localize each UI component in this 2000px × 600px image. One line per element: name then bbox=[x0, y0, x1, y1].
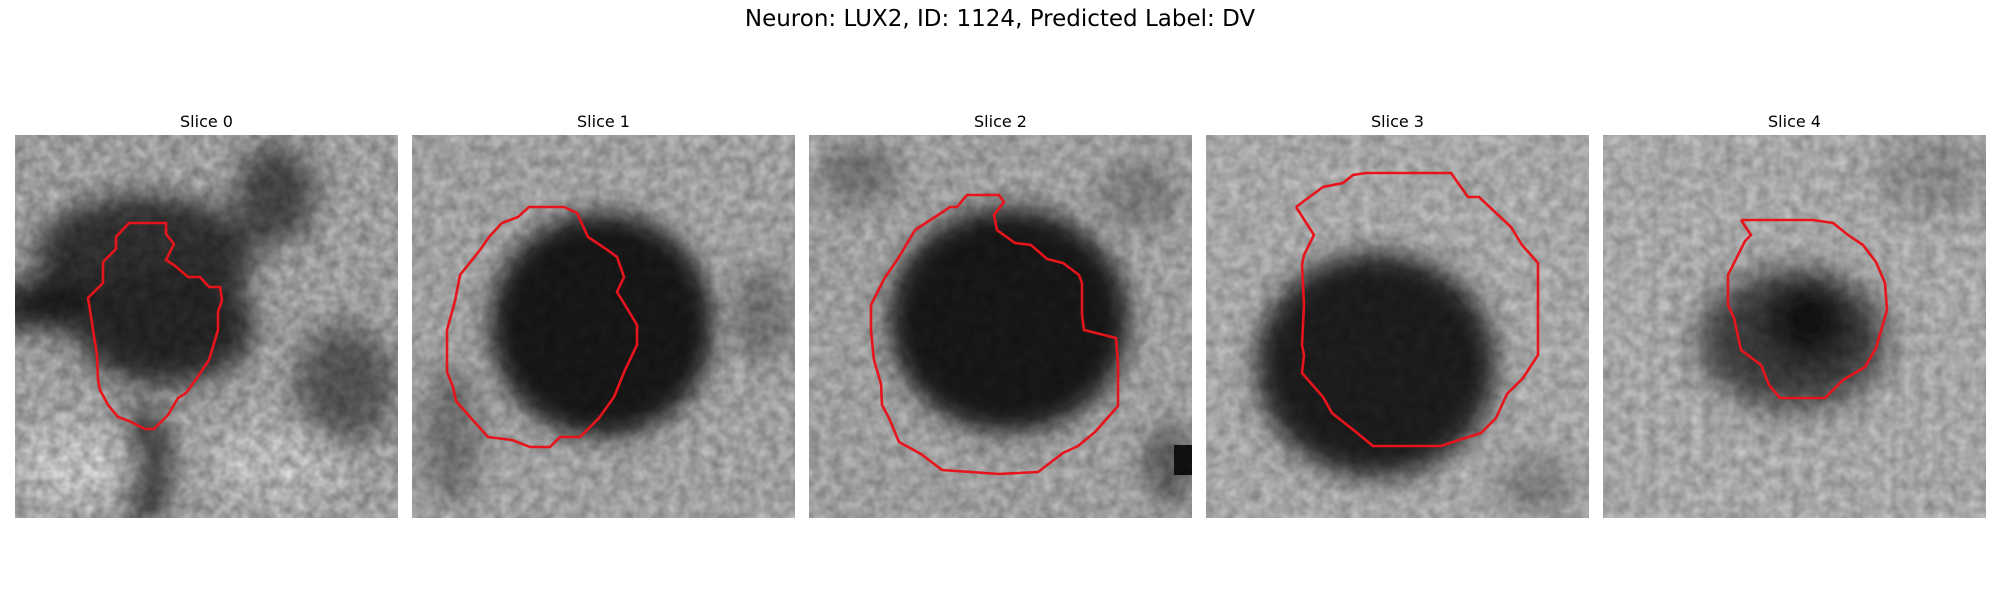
slice-title-0: Slice 0 bbox=[180, 112, 233, 131]
segmentation-outline-0 bbox=[86, 221, 224, 431]
slice-image-0 bbox=[15, 135, 398, 518]
slice-title-1: Slice 1 bbox=[577, 112, 630, 131]
segmentation-outline-3 bbox=[1294, 171, 1540, 448]
slice-title-4: Slice 4 bbox=[1768, 112, 1821, 131]
slice-panel-3: Slice 3 bbox=[1206, 110, 1589, 518]
slice-image-4 bbox=[1603, 135, 1986, 518]
slice-title-2: Slice 2 bbox=[974, 112, 1027, 131]
slice-image-2 bbox=[809, 135, 1192, 518]
segmentation-outline-2 bbox=[869, 193, 1120, 476]
slice-panel-2: Slice 2 bbox=[809, 110, 1192, 518]
figure-title: Neuron: LUX2, ID: 1124, Predicted Label:… bbox=[744, 6, 1256, 32]
slice-image-1 bbox=[412, 135, 795, 518]
slice-image-3 bbox=[1206, 135, 1589, 518]
segmentation-outline-4 bbox=[1726, 218, 1889, 400]
slice-panel-0: Slice 0 bbox=[15, 110, 398, 518]
slice-panel-1: Slice 1 bbox=[412, 110, 795, 518]
segmentation-outline-1 bbox=[445, 205, 639, 449]
slice-panel-4: Slice 4 bbox=[1603, 110, 1986, 518]
slice-title-3: Slice 3 bbox=[1371, 112, 1424, 131]
